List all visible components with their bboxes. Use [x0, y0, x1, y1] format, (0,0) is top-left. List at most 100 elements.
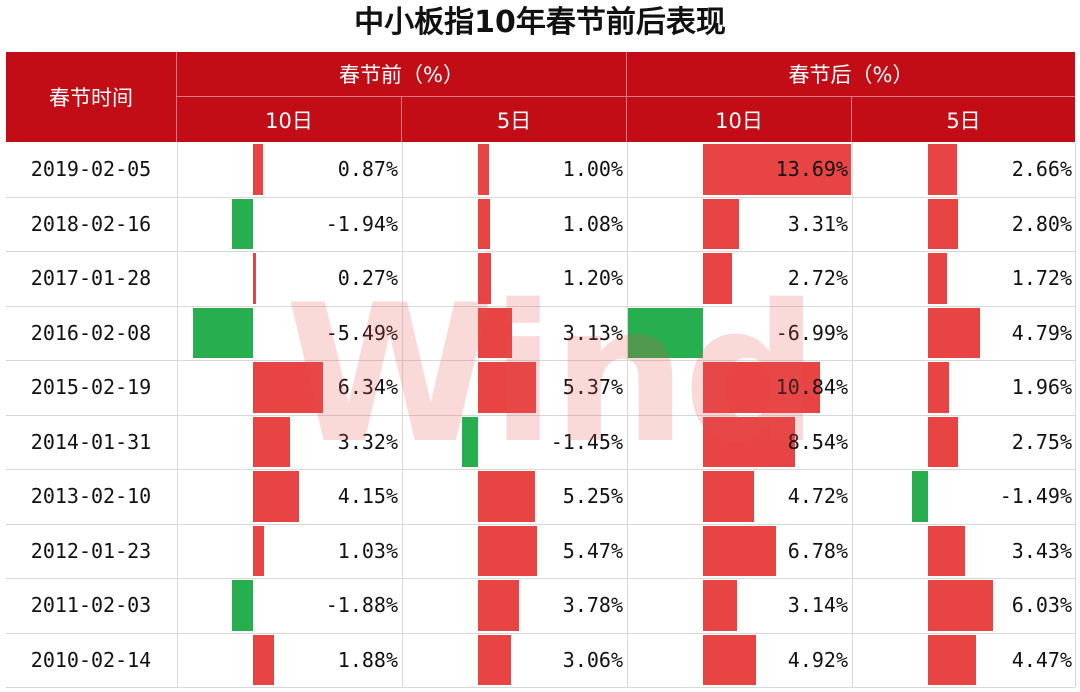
bar-after-5d: [928, 525, 966, 576]
value-label-before-5d: 5.37%: [562, 375, 623, 399]
value-label-after-5d: 2.75%: [1011, 429, 1072, 454]
value-label-before-10d: 3.32%: [337, 429, 398, 454]
value-label-after-5d: 1.96%: [1011, 375, 1072, 399]
bar-before-5d: [478, 634, 512, 685]
bar-after-10d: [703, 253, 733, 304]
value-label-before-5d: -1.45%: [550, 429, 623, 454]
value-label-before-10d: 6.34%: [337, 375, 398, 399]
bar-before-10d: [253, 471, 299, 522]
value-label-before-10d: -1.94%: [325, 211, 398, 236]
bar-after-5d: [928, 198, 959, 249]
bar-before-10d: [231, 198, 253, 249]
date-cell: 2014-01-31: [30, 429, 152, 454]
header-before-5d: 5日: [402, 97, 627, 142]
date-cell: 2015-02-19: [30, 375, 152, 400]
value-label-after-10d: 6.78%: [787, 538, 848, 563]
bar-after-10d: [703, 471, 754, 522]
value-label-before-10d: 4.15%: [337, 484, 398, 508]
value-label-after-5d: 2.66%: [1011, 157, 1072, 181]
date-cell: 2013-02-10: [30, 484, 152, 509]
row-divider: [6, 251, 1075, 252]
value-label-after-5d: 4.79%: [1011, 320, 1072, 345]
bar-before-5d: [478, 253, 491, 304]
value-label-after-10d: 3.31%: [787, 211, 848, 236]
bar-before-10d: [253, 253, 256, 304]
value-label-before-5d: 3.06%: [562, 647, 623, 672]
value-label-after-10d: 13.69%: [775, 157, 848, 181]
bar-after-5d: [928, 416, 958, 467]
date-cell: 2017-01-28: [30, 266, 152, 291]
bar-after-10d: [703, 525, 777, 576]
header-before-10d: 10日: [177, 97, 402, 142]
value-label-before-5d: 3.13%: [562, 320, 623, 345]
value-label-before-10d: -5.49%: [325, 320, 398, 345]
header-date: 春节时间: [6, 52, 177, 142]
value-label-after-10d: 10.84%: [775, 375, 848, 399]
date-cell: 2011-02-03: [30, 593, 152, 618]
bar-after-10d: [703, 416, 796, 467]
row-divider: [6, 578, 1075, 579]
value-label-before-10d: 0.27%: [337, 266, 398, 290]
bar-before-5d: [478, 580, 519, 631]
value-label-before-5d: 5.25%: [562, 484, 623, 508]
bar-after-5d: [928, 362, 950, 413]
value-label-after-5d: 1.72%: [1011, 266, 1072, 290]
row-divider: [6, 360, 1075, 361]
value-label-before-10d: -1.88%: [325, 593, 398, 617]
value-label-after-5d: -1.49%: [999, 484, 1072, 508]
row-divider: [6, 523, 1075, 525]
value-label-before-5d: 5.47%: [562, 538, 623, 563]
bar-before-10d: [232, 580, 253, 631]
value-label-after-5d: 6.03%: [1011, 593, 1072, 617]
bar-before-5d: [478, 362, 536, 413]
bar-before-10d: [253, 525, 265, 576]
header-after-10d: 10日: [627, 97, 852, 142]
bar-before-5d: [478, 471, 535, 522]
bar-after-10d: [703, 198, 739, 249]
chart-title: 中小板指10年春节前后表现: [354, 5, 726, 40]
bar-before-10d: [253, 416, 290, 467]
column-divider: [1075, 142, 1076, 687]
bar-after-10d: [627, 307, 703, 358]
date-cell: 2012-01-23: [30, 538, 152, 563]
bar-after-10d: [703, 634, 757, 685]
value-label-after-5d: 3.43%: [1011, 538, 1072, 563]
header-after-5d: 5日: [852, 97, 1075, 142]
value-label-before-5d: 1.08%: [562, 211, 623, 236]
bar-before-5d: [478, 144, 489, 195]
bar-before-5d: [478, 198, 490, 249]
date-cell: 2010-02-14: [30, 647, 152, 672]
bar-before-10d: [253, 362, 323, 413]
bar-before-10d: [253, 144, 263, 195]
bar-after-5d: [928, 580, 994, 631]
bar-after-10d: [703, 362, 821, 413]
bar-after-10d: [703, 580, 737, 631]
date-cell: 2019-02-05: [30, 157, 152, 182]
value-label-before-5d: 1.00%: [562, 157, 623, 181]
bar-before-5d: [478, 307, 512, 358]
value-label-before-5d: 3.78%: [562, 593, 623, 617]
value-label-after-10d: -6.99%: [775, 320, 848, 345]
row-divider: [6, 632, 1075, 634]
bar-after-5d: [911, 471, 928, 522]
row-divider: [6, 469, 1075, 470]
row-divider: [6, 196, 1075, 198]
value-label-before-10d: 0.87%: [337, 157, 398, 181]
bar-after-5d: [928, 634, 977, 685]
bar-after-5d: [928, 253, 947, 304]
value-label-after-10d: 2.72%: [787, 266, 848, 290]
value-label-after-10d: 4.92%: [787, 647, 848, 672]
bar-after-5d: [928, 144, 957, 195]
date-cell: 2018-02-16: [30, 211, 152, 236]
bar-before-5d: [478, 525, 538, 576]
bar-after-5d: [928, 307, 980, 358]
value-label-before-10d: 1.03%: [337, 538, 398, 563]
header-after: 春节后（%）: [627, 52, 1075, 97]
value-label-after-5d: 2.80%: [1011, 211, 1072, 236]
value-label-before-10d: 1.88%: [337, 647, 398, 672]
header-before: 春节前（%）: [177, 52, 627, 97]
value-label-after-10d: 4.72%: [787, 484, 848, 508]
value-label-after-10d: 3.14%: [787, 593, 848, 617]
bar-after-10d: [703, 144, 851, 195]
value-label-after-10d: 8.54%: [787, 429, 848, 454]
